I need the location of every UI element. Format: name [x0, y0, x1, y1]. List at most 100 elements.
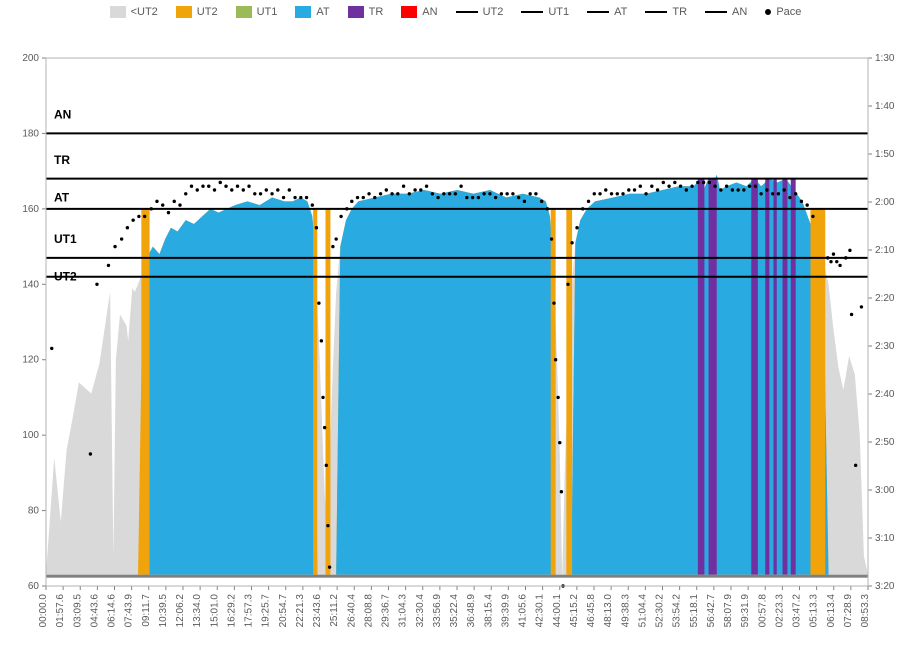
- y-left-tick-label: 100: [22, 430, 39, 441]
- pace-point: [196, 188, 199, 191]
- x-tick-label: 04:43.6: [89, 594, 100, 628]
- pace-point: [50, 347, 53, 350]
- pace-point: [305, 196, 308, 199]
- legend-marker: [521, 11, 543, 13]
- pace-point: [339, 215, 342, 218]
- legend-marker: [236, 6, 252, 18]
- legend-marker: [110, 6, 126, 18]
- y-right-tick-label: 1:30: [875, 53, 895, 64]
- x-tick-label: 09:11.7: [141, 594, 152, 627]
- pace-point: [838, 264, 841, 267]
- pace-point: [454, 192, 457, 195]
- pace-point: [494, 196, 497, 199]
- y-right-tick-label: 1:40: [875, 101, 895, 112]
- pace-point: [190, 185, 193, 188]
- legend-label: AN: [422, 6, 437, 18]
- legend-item: UT2: [456, 6, 504, 18]
- pace-point: [270, 192, 273, 195]
- x-tick-label: 25:11.2: [329, 594, 340, 627]
- pace-point: [505, 192, 508, 195]
- pace-point: [748, 185, 751, 188]
- pace-point: [829, 260, 832, 263]
- y-left-tick-label: 160: [22, 204, 39, 215]
- ut2-strip: [810, 209, 825, 575]
- x-tick-label: 01:57.6: [55, 594, 66, 628]
- x-tick-label: 26:40.4: [346, 594, 357, 628]
- y-left-tick-label: 60: [28, 581, 40, 592]
- pace-point: [442, 192, 445, 195]
- pace-point: [616, 192, 619, 195]
- y-left-tick-label: 180: [22, 128, 39, 139]
- pace-point: [408, 192, 411, 195]
- pace-point: [224, 185, 227, 188]
- tr-strip: [698, 179, 705, 575]
- x-tick-label: 05:13.3: [809, 594, 820, 628]
- legend-label: <UT2: [131, 6, 158, 18]
- plot-svg: UT2UT1ATTRAN60801001201401601802001:301:…: [0, 18, 911, 650]
- pace-point: [719, 188, 722, 191]
- pace-point: [528, 192, 531, 195]
- tr-strip: [765, 179, 769, 575]
- legend-item: TR: [645, 6, 687, 18]
- pace-point: [120, 237, 123, 240]
- legend-label: AT: [614, 6, 627, 18]
- pace-point: [317, 301, 320, 304]
- pace-point: [662, 181, 665, 184]
- legend-label: AT: [316, 6, 329, 18]
- pace-point: [517, 196, 520, 199]
- pace-point: [247, 185, 250, 188]
- x-tick-label: 32:30.4: [415, 594, 426, 628]
- pace-point: [546, 207, 549, 210]
- legend-item: <UT2: [110, 6, 158, 18]
- zone-label: UT1: [54, 232, 77, 246]
- pace-point: [832, 252, 835, 255]
- pace-point: [794, 192, 797, 195]
- pace-point: [731, 188, 734, 191]
- y-right-tick-label: 2:50: [875, 437, 895, 448]
- pace-point: [436, 196, 439, 199]
- legend-label: TR: [672, 6, 687, 18]
- pace-point: [560, 490, 563, 493]
- legend-label: UT2: [197, 6, 218, 18]
- pace-point: [321, 396, 324, 399]
- legend-item: TR: [348, 6, 384, 18]
- pace-point: [673, 181, 676, 184]
- pace-point: [800, 200, 803, 203]
- pace-point: [860, 305, 863, 308]
- x-tick-label: 02:23.3: [774, 594, 785, 628]
- x-tick-label: 45:15.2: [569, 594, 580, 628]
- pace-point: [811, 215, 814, 218]
- legend-marker: [705, 11, 727, 13]
- y-left-tick-label: 200: [22, 53, 39, 64]
- pace-point: [345, 207, 348, 210]
- pace-point: [639, 185, 642, 188]
- pace-point: [627, 188, 630, 191]
- pace-point: [540, 200, 543, 203]
- x-tick-label: 42:30.1: [535, 594, 546, 628]
- pace-point: [465, 196, 468, 199]
- x-tick-label: 36:48.9: [466, 594, 477, 628]
- y-left-tick-label: 120: [22, 355, 39, 366]
- x-tick-label: 58:07.9: [723, 594, 734, 628]
- y-right-tick-label: 2:40: [875, 389, 895, 400]
- legend-item: AN: [705, 6, 747, 18]
- pace-point: [558, 441, 561, 444]
- pace-point: [482, 192, 485, 195]
- pace-point: [788, 196, 791, 199]
- pace-point: [696, 181, 699, 184]
- pace-point: [708, 181, 711, 184]
- x-tick-label: 44:00.1: [552, 594, 563, 628]
- pace-point: [782, 188, 785, 191]
- pace-point: [207, 185, 210, 188]
- x-tick-label: 06:13.4: [826, 594, 837, 628]
- pace-point: [702, 181, 705, 184]
- pace-point: [570, 241, 573, 244]
- pace-point: [621, 192, 624, 195]
- x-tick-label: 38:15.4: [483, 594, 494, 628]
- y-left-tick-label: 80: [28, 506, 40, 517]
- y-right-tick-label: 2:10: [875, 245, 895, 256]
- x-tick-label: 56:42.7: [706, 594, 717, 628]
- legend-item: AT: [587, 6, 627, 18]
- x-tick-label: 03:47.2: [792, 594, 803, 628]
- tr-strip: [709, 179, 717, 575]
